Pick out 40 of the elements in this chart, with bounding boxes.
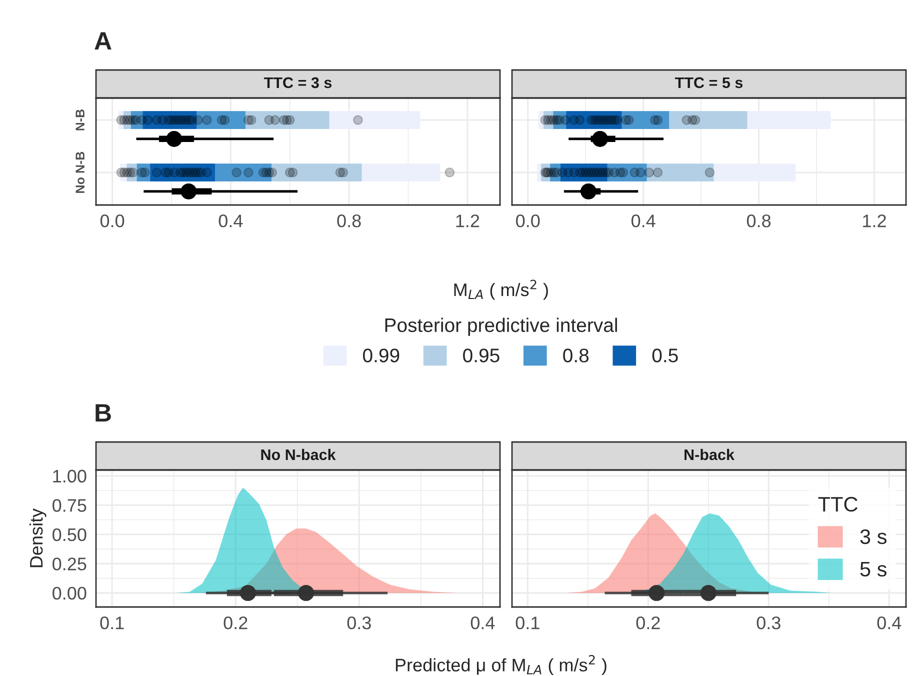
chart-title: No N-back	[261, 448, 336, 460]
y-tick-label: 0.00	[52, 586, 86, 600]
x-tick-label: 1.2	[456, 214, 480, 228]
chart-title: TTC = 3 s	[264, 77, 332, 88]
x-tick-label: 1.2	[863, 214, 886, 228]
legend-label: 0.5	[652, 348, 678, 362]
legend-title: Posterior predictive interval	[385, 318, 617, 336]
legend-label: 5 s	[860, 562, 886, 577]
y-axis-title: Density	[29, 508, 46, 568]
x-tick-label: 0.1	[100, 616, 124, 630]
y-tick-label: 0.50	[52, 528, 86, 542]
text: A	[94, 32, 112, 50]
x-axis-title: Predicted μ of M$_{LA}$ ( m/s$^{2}$ )	[396, 655, 606, 676]
x-tick-label: 0.8	[337, 214, 361, 228]
y-tick-label: 1.00	[53, 470, 86, 483]
y-tick-label: N-B	[76, 109, 84, 130]
chart-title: N-back	[684, 448, 734, 460]
text: B	[96, 404, 111, 422]
x-tick-label: 0.3	[347, 616, 371, 630]
x-tick-label: 0.4	[470, 616, 495, 630]
legend-label: 0.99	[363, 348, 400, 362]
x-tick-label: 0.4	[877, 616, 902, 630]
x-tick-label: 0.2	[636, 616, 660, 630]
x-tick-label: 0.8	[746, 214, 771, 228]
y-tick-label: 0.25	[52, 558, 86, 570]
x-tick-label: 0.1	[516, 616, 540, 630]
legend-label: 0.95	[463, 348, 500, 362]
y-tick-label: No N-B	[76, 152, 84, 193]
x-tick-label: 0.2	[224, 616, 248, 630]
x-axis-title: M$_{LA}$ ( m/s$^{2}$ )	[454, 280, 548, 300]
y-tick-label: 0.75	[52, 499, 86, 512]
x-tick-label: 0.4	[631, 214, 656, 228]
x-tick-label: 0.3	[756, 616, 780, 630]
x-tick-label: 0.0	[100, 214, 124, 228]
legend-title: TTC	[818, 496, 858, 512]
x-tick-label: 0.4	[218, 214, 243, 228]
legend-label: 3 s	[860, 529, 886, 544]
legend-label: 0.8	[563, 348, 589, 362]
x-tick-label: 0.0	[516, 214, 540, 228]
chart-title: TTC = 5 s	[675, 77, 743, 88]
